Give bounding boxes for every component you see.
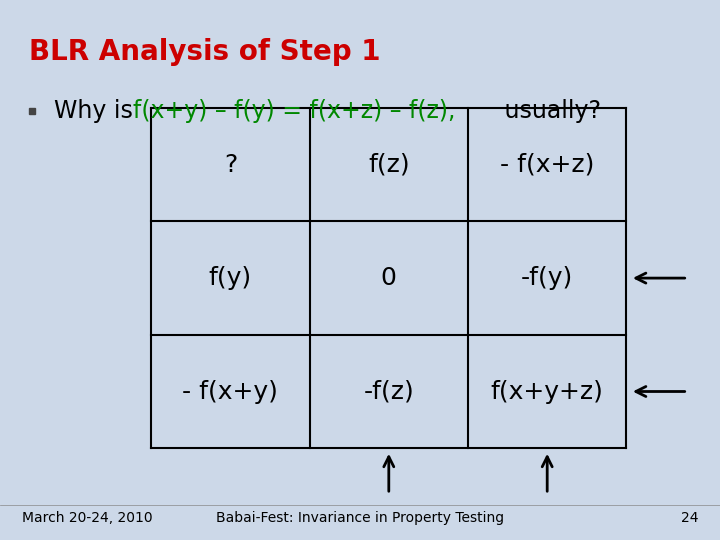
- Bar: [468, 108, 626, 221]
- Bar: [468, 221, 626, 335]
- Bar: [151, 108, 310, 221]
- Text: f(y): f(y): [209, 266, 252, 290]
- Bar: [310, 221, 468, 335]
- Bar: [151, 221, 310, 335]
- Text: - f(x+z): - f(x+z): [500, 153, 595, 177]
- Text: March 20-24, 2010: March 20-24, 2010: [22, 511, 152, 525]
- Text: -f(y): -f(y): [521, 266, 573, 290]
- Bar: [310, 335, 468, 448]
- Text: ?: ?: [224, 153, 237, 177]
- Bar: [310, 108, 468, 221]
- Text: f(x+y) – f(y) = f(x+z) – f(z),: f(x+y) – f(y) = f(x+z) – f(z),: [133, 99, 456, 123]
- Text: Babai-Fest: Invariance in Property Testing: Babai-Fest: Invariance in Property Testi…: [216, 511, 504, 525]
- Text: 24: 24: [681, 511, 698, 525]
- Text: - f(x+y): - f(x+y): [182, 380, 279, 403]
- Text: -f(z): -f(z): [364, 380, 414, 403]
- Text: f(z): f(z): [368, 153, 410, 177]
- Text: Why is: Why is: [54, 99, 140, 123]
- Text: 0: 0: [381, 266, 397, 290]
- Text: f(x+y+z): f(x+y+z): [491, 380, 603, 403]
- Text: BLR Analysis of Step 1: BLR Analysis of Step 1: [29, 38, 380, 66]
- Text: usually?: usually?: [497, 99, 600, 123]
- Bar: [468, 335, 626, 448]
- Bar: [151, 335, 310, 448]
